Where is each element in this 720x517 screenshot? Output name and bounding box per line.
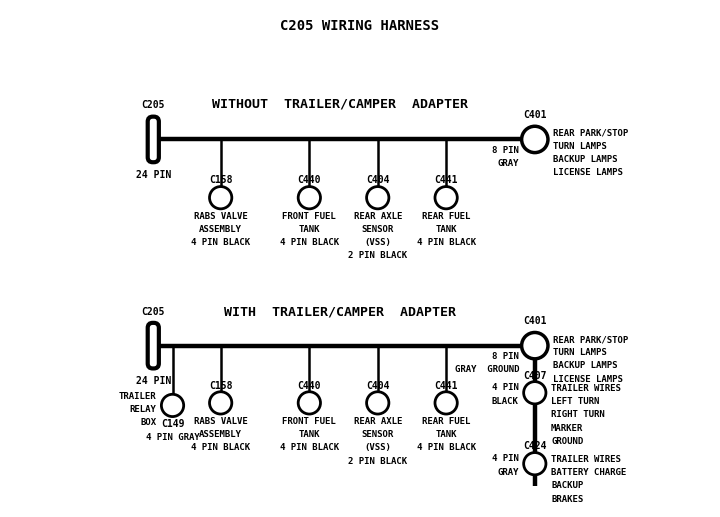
Text: C205: C205 [142, 307, 165, 317]
Text: RELAY: RELAY [130, 405, 156, 414]
Text: TURN LAMPS: TURN LAMPS [553, 142, 607, 151]
Text: REAR FUEL: REAR FUEL [422, 417, 470, 426]
Text: C440: C440 [297, 175, 321, 186]
Text: 4 PIN BLACK: 4 PIN BLACK [191, 444, 251, 452]
Text: LICENSE LAMPS: LICENSE LAMPS [553, 169, 623, 177]
Circle shape [298, 187, 320, 209]
Text: BATTERY CHARGE: BATTERY CHARGE [551, 468, 626, 477]
Text: 4 PIN: 4 PIN [492, 383, 518, 392]
Text: WITH  TRAILER/CAMPER  ADAPTER: WITH TRAILER/CAMPER ADAPTER [224, 305, 456, 318]
Text: 8 PIN: 8 PIN [492, 352, 519, 361]
Text: 4 PIN BLACK: 4 PIN BLACK [280, 444, 339, 452]
Circle shape [210, 392, 232, 414]
Text: TURN LAMPS: TURN LAMPS [553, 348, 607, 357]
Text: FRONT FUEL: FRONT FUEL [282, 417, 336, 426]
Text: 24 PIN: 24 PIN [135, 376, 171, 386]
Text: BRAKES: BRAKES [551, 495, 583, 504]
Text: GROUND: GROUND [551, 437, 583, 446]
Text: 8 PIN: 8 PIN [492, 146, 519, 155]
Text: SENSOR: SENSOR [361, 430, 394, 439]
Text: BACKUP: BACKUP [551, 481, 583, 491]
Text: C149: C149 [161, 419, 184, 429]
Text: MARKER: MARKER [551, 423, 583, 433]
Text: (VSS): (VSS) [364, 238, 391, 247]
Text: GRAY: GRAY [497, 468, 518, 477]
Text: 2 PIN BLACK: 2 PIN BLACK [348, 251, 408, 261]
Text: C158: C158 [209, 381, 233, 391]
Text: 24 PIN: 24 PIN [135, 170, 171, 180]
Text: C424: C424 [523, 442, 546, 451]
Text: C441: C441 [434, 175, 458, 186]
Text: SENSOR: SENSOR [361, 225, 394, 234]
Text: C205: C205 [142, 100, 165, 111]
Text: TANK: TANK [299, 225, 320, 234]
Circle shape [161, 394, 184, 417]
Circle shape [298, 392, 320, 414]
Text: 4 PIN BLACK: 4 PIN BLACK [280, 238, 339, 247]
Text: REAR PARK/STOP: REAR PARK/STOP [553, 335, 629, 344]
Text: 4 PIN GRAY: 4 PIN GRAY [145, 433, 199, 442]
Text: RABS VALVE: RABS VALVE [194, 212, 248, 221]
Circle shape [523, 452, 546, 475]
Text: (VSS): (VSS) [364, 444, 391, 452]
Text: REAR FUEL: REAR FUEL [422, 212, 470, 221]
Text: C404: C404 [366, 381, 390, 391]
Circle shape [210, 187, 232, 209]
Text: BACKUP LAMPS: BACKUP LAMPS [553, 155, 618, 164]
Text: TRAILER WIRES: TRAILER WIRES [551, 455, 621, 464]
Text: REAR PARK/STOP: REAR PARK/STOP [553, 129, 629, 138]
Text: REAR AXLE: REAR AXLE [354, 417, 402, 426]
Text: TANK: TANK [299, 430, 320, 439]
Text: 4 PIN BLACK: 4 PIN BLACK [417, 444, 476, 452]
Text: GRAY  GROUND: GRAY GROUND [454, 366, 519, 374]
Text: 4 PIN BLACK: 4 PIN BLACK [191, 238, 251, 247]
Circle shape [435, 187, 457, 209]
Circle shape [366, 187, 389, 209]
Text: ASSEMBLY: ASSEMBLY [199, 225, 242, 234]
FancyBboxPatch shape [148, 117, 159, 162]
Text: BACKUP LAMPS: BACKUP LAMPS [553, 361, 618, 370]
Circle shape [521, 332, 548, 359]
Text: C407: C407 [523, 371, 546, 381]
Text: 4 PIN: 4 PIN [492, 454, 518, 463]
Text: C401: C401 [523, 110, 546, 120]
Text: ASSEMBLY: ASSEMBLY [199, 430, 242, 439]
Text: 4 PIN BLACK: 4 PIN BLACK [417, 238, 476, 247]
Text: TANK: TANK [436, 225, 457, 234]
Text: LEFT TURN: LEFT TURN [551, 398, 599, 406]
Text: WITHOUT  TRAILER/CAMPER  ADAPTER: WITHOUT TRAILER/CAMPER ADAPTER [212, 98, 468, 111]
Circle shape [435, 392, 457, 414]
Circle shape [521, 126, 548, 153]
Text: C404: C404 [366, 175, 390, 186]
Text: C401: C401 [523, 316, 546, 326]
Text: RIGHT TURN: RIGHT TURN [551, 410, 605, 419]
Circle shape [366, 392, 389, 414]
Text: 2 PIN BLACK: 2 PIN BLACK [348, 457, 408, 466]
Text: RABS VALVE: RABS VALVE [194, 417, 248, 426]
Text: C205 WIRING HARNESS: C205 WIRING HARNESS [280, 20, 440, 34]
Text: TRAILER WIRES: TRAILER WIRES [551, 384, 621, 393]
Text: BOX: BOX [140, 418, 156, 427]
Text: LICENSE LAMPS: LICENSE LAMPS [553, 374, 623, 384]
Text: FRONT FUEL: FRONT FUEL [282, 212, 336, 221]
Circle shape [523, 382, 546, 404]
Text: TANK: TANK [436, 430, 457, 439]
Text: BLACK: BLACK [492, 398, 518, 406]
Text: REAR AXLE: REAR AXLE [354, 212, 402, 221]
Text: TRAILER: TRAILER [119, 392, 156, 401]
Text: GRAY: GRAY [498, 159, 519, 168]
Text: C158: C158 [209, 175, 233, 186]
Text: C440: C440 [297, 381, 321, 391]
FancyBboxPatch shape [148, 323, 159, 369]
Text: C441: C441 [434, 381, 458, 391]
